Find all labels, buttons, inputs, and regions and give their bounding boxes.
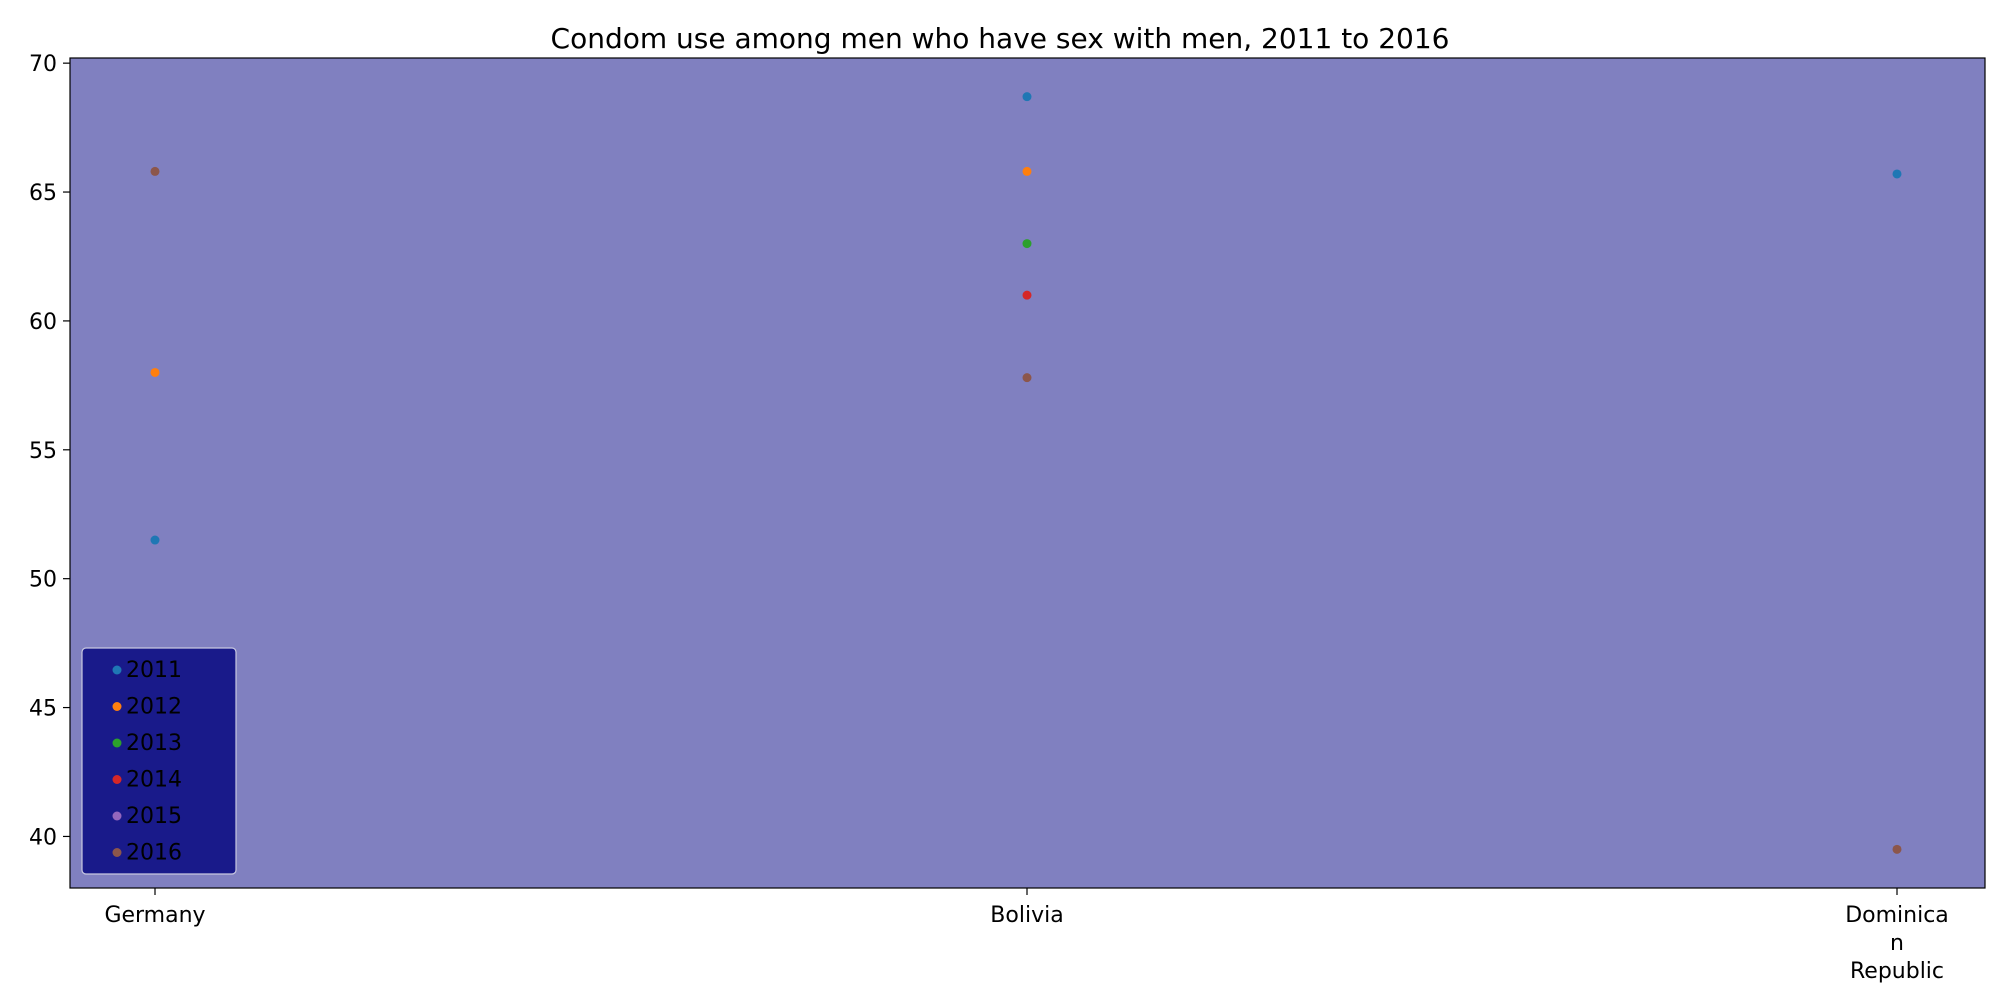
data-point-2016-bolivia — [1022, 373, 1032, 383]
plot-area — [69, 57, 1986, 889]
legend-label-2013: 2013 — [126, 731, 182, 756]
y-tick-label: 65 — [29, 181, 57, 206]
x-tick-label: Germany — [104, 903, 205, 928]
data-point-2011-germany — [150, 535, 160, 545]
y-tick-label: 50 — [29, 568, 57, 593]
x-tick-label: Republic — [1850, 959, 1944, 984]
legend: 2011 2012 2013 2014 2015 2016 — [81, 647, 237, 875]
legend-marker-2013 — [112, 738, 122, 748]
data-point-2012-bolivia — [1022, 166, 1032, 176]
data-point-2012-germany — [150, 367, 160, 377]
y-tick-label: 70 — [29, 52, 57, 77]
legend-marker-2016 — [112, 848, 122, 857]
data-point-2011-dominican-republic — [1892, 169, 1902, 179]
legend-marker-2014 — [112, 775, 122, 784]
data-point-2011-bolivia — [1022, 92, 1032, 102]
data-point-2016-germany — [150, 166, 160, 176]
x-tick-label: n — [1890, 931, 1904, 956]
x-axis: Germany Bolivia Dominica n Republic — [104, 888, 1949, 984]
legend-label-2012: 2012 — [126, 695, 182, 720]
legend-marker-2012 — [112, 702, 122, 711]
legend-marker-2011 — [112, 665, 122, 675]
y-tick-label: 55 — [29, 439, 57, 464]
legend-label-2011: 2011 — [126, 658, 182, 683]
y-tick-label: 45 — [29, 697, 57, 722]
x-tick-label: Bolivia — [990, 903, 1063, 928]
data-point-2016-dominican-republic — [1892, 844, 1902, 854]
data-point-2013-bolivia — [1022, 239, 1032, 249]
chart-title: Condom use among men who have sex with m… — [551, 22, 1450, 55]
legend-marker-2015 — [112, 811, 122, 821]
legend-label-2015: 2015 — [126, 804, 182, 829]
y-tick-label: 60 — [29, 310, 57, 335]
data-points — [150, 92, 1902, 854]
y-axis: 40 45 50 55 60 65 70 — [29, 52, 70, 850]
x-tick-label: Dominica — [1845, 903, 1949, 928]
legend-label-2014: 2014 — [126, 768, 182, 793]
legend-label-2016: 2016 — [126, 841, 182, 866]
data-point-2014-bolivia — [1022, 290, 1032, 300]
y-tick-label: 40 — [29, 825, 57, 850]
